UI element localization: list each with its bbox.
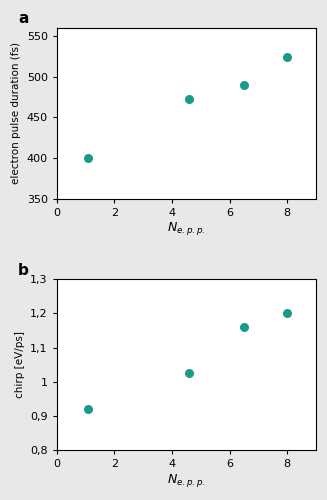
Point [86,405,91,413]
Point [284,310,290,318]
Point [241,81,247,89]
X-axis label: $N_{e.p.p.}$: $N_{e.p.p.}$ [167,472,206,489]
X-axis label: $N_{e.p.p.}$: $N_{e.p.p.}$ [167,220,206,238]
Text: b: b [18,262,29,278]
Point [187,94,192,102]
Point [284,53,290,61]
Point [241,323,247,331]
Y-axis label: electron pulse duration (fs): electron pulse duration (fs) [11,42,21,184]
Y-axis label: chirp [eV/ps]: chirp [eV/ps] [15,331,25,398]
Text: a: a [18,11,28,26]
Point [187,369,192,377]
Point [86,154,91,162]
